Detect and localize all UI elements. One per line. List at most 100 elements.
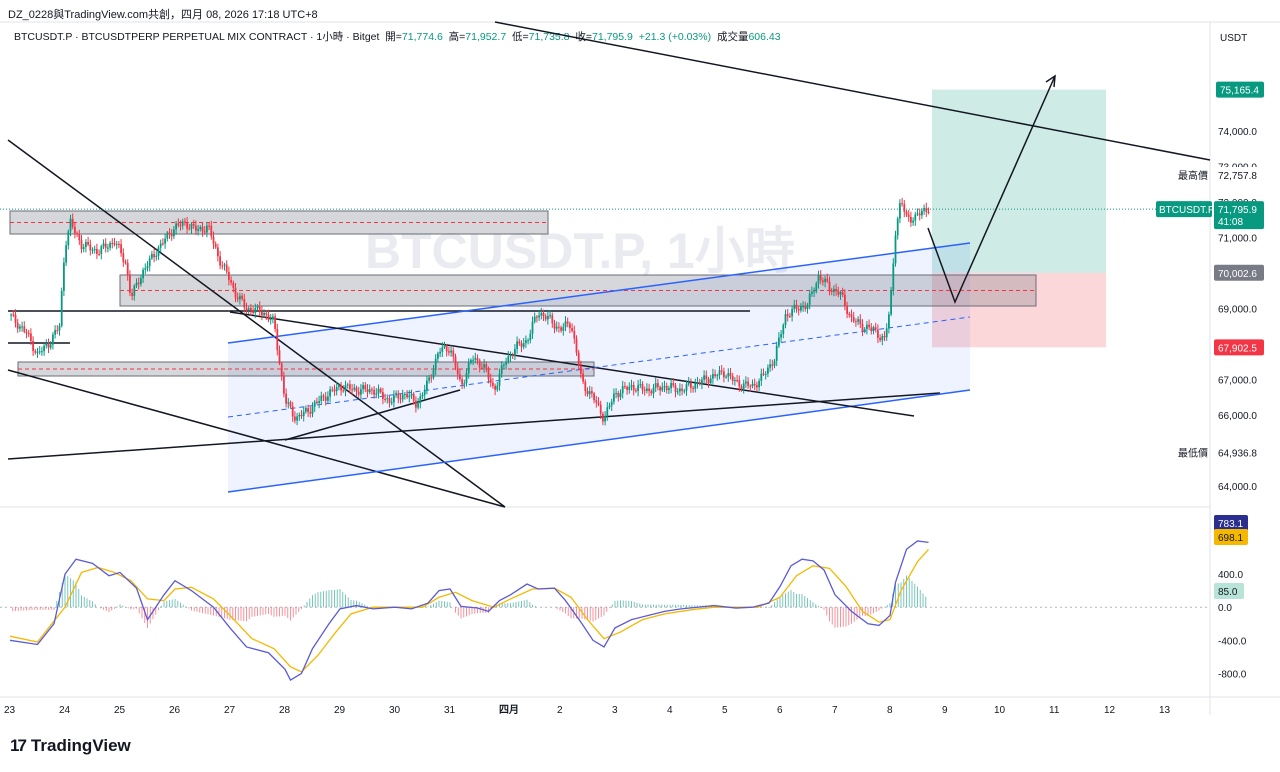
candle bbox=[615, 392, 617, 394]
candle bbox=[780, 334, 782, 338]
downtrend-line-lower[interactable] bbox=[7, 369, 506, 508]
long-term-resistance-line[interactable] bbox=[494, 21, 1211, 161]
candle bbox=[195, 225, 197, 231]
candle bbox=[375, 393, 378, 395]
histogram-value-tag-box bbox=[1214, 583, 1244, 599]
candle bbox=[276, 328, 279, 351]
support-trend-line[interactable] bbox=[7, 392, 941, 460]
candle bbox=[630, 385, 633, 387]
candle bbox=[197, 229, 199, 231]
candle bbox=[10, 314, 12, 316]
candle bbox=[487, 369, 490, 379]
candle bbox=[648, 388, 650, 392]
time-tick-label: 2 bbox=[557, 705, 563, 716]
candle bbox=[30, 333, 32, 341]
legend-volume-label: 成交量 bbox=[716, 31, 749, 43]
candle bbox=[883, 336, 886, 338]
candle bbox=[652, 387, 655, 394]
projection-path[interactable] bbox=[927, 75, 1056, 305]
profit-zone[interactable] bbox=[932, 89, 1106, 273]
mini-trend-line[interactable] bbox=[284, 389, 461, 441]
max-price-tag: 72,757.8 bbox=[1218, 171, 1257, 182]
candle bbox=[918, 213, 921, 216]
min-price-tag-box bbox=[1214, 444, 1264, 461]
candle bbox=[287, 402, 290, 404]
candle bbox=[465, 373, 468, 384]
time-tick-label: 31 bbox=[444, 705, 456, 716]
candle bbox=[848, 313, 851, 315]
candle bbox=[98, 253, 100, 255]
candle bbox=[659, 387, 661, 391]
candle bbox=[318, 401, 320, 403]
tradingview-brand[interactable]: 17 TradingView bbox=[10, 736, 131, 756]
candle bbox=[258, 305, 261, 312]
price-tick-label: 64,000.0 bbox=[1218, 482, 1257, 493]
downtrend-line-upper[interactable] bbox=[7, 139, 506, 508]
candle bbox=[483, 364, 485, 368]
candle bbox=[868, 324, 870, 328]
candle bbox=[736, 380, 738, 382]
candle bbox=[333, 389, 336, 392]
candle bbox=[536, 316, 538, 318]
price-tick-label: 67,000.0 bbox=[1218, 375, 1257, 386]
candle bbox=[379, 388, 382, 393]
legend-high: 71,952.7 bbox=[465, 31, 507, 43]
candle bbox=[443, 345, 446, 348]
candle bbox=[448, 351, 450, 353]
candle bbox=[588, 391, 591, 395]
candle bbox=[525, 340, 527, 344]
candle bbox=[267, 314, 270, 320]
channel-top-line[interactable] bbox=[227, 242, 971, 344]
price-tick-label: 66,000.0 bbox=[1218, 411, 1257, 422]
legend-symbol[interactable]: BTCUSDT.P · BTCUSDTPERP PERPETUAL MIX CO… bbox=[14, 31, 380, 43]
candle bbox=[624, 386, 626, 388]
candle bbox=[280, 363, 283, 376]
legend-open-label: 開= bbox=[385, 31, 402, 43]
candle bbox=[606, 407, 609, 416]
descending-line-mid[interactable] bbox=[229, 311, 915, 417]
candle bbox=[793, 304, 796, 309]
candle bbox=[925, 207, 928, 213]
candle bbox=[87, 241, 89, 245]
candle bbox=[362, 385, 364, 390]
brand-name: TradingView bbox=[30, 736, 131, 755]
candle bbox=[89, 244, 92, 251]
candle bbox=[298, 414, 301, 417]
candle bbox=[228, 271, 230, 281]
channel-bottom-line[interactable] bbox=[227, 389, 971, 493]
time-tick-label: 3 bbox=[612, 705, 618, 716]
candle bbox=[668, 388, 670, 391]
candle bbox=[577, 352, 580, 366]
candle bbox=[800, 306, 802, 311]
candle bbox=[828, 281, 831, 291]
candle bbox=[494, 385, 496, 390]
candle bbox=[146, 266, 149, 269]
candle bbox=[846, 305, 848, 314]
candle bbox=[417, 403, 419, 408]
candle bbox=[190, 223, 193, 229]
candle bbox=[179, 225, 182, 227]
candle bbox=[327, 396, 329, 401]
candle bbox=[837, 291, 840, 295]
candle bbox=[219, 256, 221, 266]
candle bbox=[478, 360, 481, 368]
legend-open: 71,774.6 bbox=[401, 31, 443, 43]
candle bbox=[265, 312, 268, 315]
stop-price-tag: 67,902.5 bbox=[1218, 343, 1257, 354]
candle bbox=[646, 388, 648, 391]
legend-change: +21.3 (+0.03%) bbox=[638, 31, 712, 43]
candle bbox=[366, 389, 369, 393]
candle bbox=[681, 388, 683, 391]
candle bbox=[245, 307, 248, 311]
candle bbox=[773, 360, 776, 366]
candle bbox=[544, 316, 547, 320]
candle bbox=[186, 222, 188, 229]
candle bbox=[472, 359, 474, 361]
time-tick-label: 四月 bbox=[499, 704, 519, 716]
candle bbox=[850, 314, 853, 317]
loss-zone[interactable] bbox=[932, 272, 1106, 348]
candle bbox=[881, 336, 884, 341]
candle bbox=[500, 365, 503, 374]
candle bbox=[569, 323, 571, 329]
